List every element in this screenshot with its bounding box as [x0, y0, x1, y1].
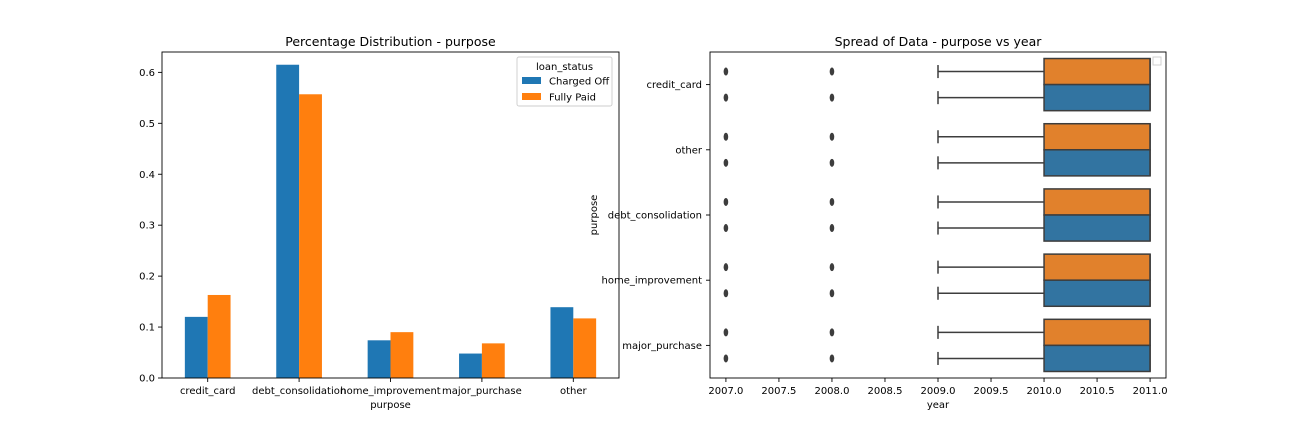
y-tick-label: 0.0: [139, 374, 155, 385]
bar-major-purchase-charged-off: [459, 353, 482, 378]
bar-home-improvement-fully-paid: [390, 332, 414, 378]
x-tick-label: 2008.0: [814, 386, 849, 397]
x-tick-label: 2008.5: [867, 386, 902, 397]
legend-empty: [1152, 56, 1162, 66]
box-home-improvement-1: [1043, 279, 1151, 308]
x-tick-label: 2010.5: [1080, 386, 1115, 397]
x-tick-label: 2009.5: [974, 386, 1009, 397]
outlier-point-debt-consolidation: [723, 224, 729, 233]
x-axis-label: year: [927, 400, 950, 411]
y-tick-label: 0.1: [139, 323, 155, 334]
outlier-point-other: [829, 132, 835, 141]
x-tick-label-major-purchase: major_purchase: [442, 386, 522, 397]
box-plot: Spread of Data - purpose vs year credit_…: [589, 34, 1168, 411]
legend-label-fully-paid: Fully Paid: [549, 93, 596, 104]
x-tick-label: 2010.0: [1027, 386, 1062, 397]
chart-title: Spread of Data - purpose vs year: [835, 34, 1043, 49]
outlier-point-home-improvement: [723, 289, 729, 298]
bar-other-fully-paid: [573, 318, 597, 378]
y-axis: 0.0 0.1 0.2 0.3 0.4 0.5 0.6: [139, 68, 162, 385]
bar-debt-consolidation-fully-paid: [299, 94, 322, 378]
x-tick-label-credit-card: credit_card: [180, 386, 236, 397]
y-tick-label-home-improvement: home_improvement: [602, 276, 703, 287]
y-tick-label-other: other: [675, 145, 703, 156]
legend-label-charged-off: Charged Off: [549, 77, 610, 88]
box-other-1: [1043, 149, 1151, 177]
box-credit-card-1: [1043, 83, 1151, 112]
legend-title: loan_status: [536, 62, 593, 73]
box-debt-consolidation-0: [1043, 188, 1151, 216]
outlier-point-home-improvement: [829, 289, 835, 298]
bar-home-improvement-charged-off: [367, 340, 391, 378]
x-tick-label: 2011.0: [1133, 386, 1168, 397]
bar-debt-consolidation-charged-off: [276, 64, 300, 378]
outlier-point-major-purchase: [723, 328, 729, 337]
box-group: [723, 57, 1151, 373]
x-tick-label-other: other: [560, 386, 588, 397]
y-tick-label-credit-card: credit_card: [647, 80, 703, 91]
outlier-point-credit-card: [723, 93, 729, 102]
legend-swatch-fully-paid: [522, 93, 541, 100]
bar-group: [184, 64, 597, 378]
outlier-point-debt-consolidation: [829, 224, 835, 233]
outlier-point-debt-consolidation: [723, 197, 729, 206]
bar-chart: Percentage Distribution - purpose 0.0 0.1…: [139, 34, 620, 411]
outlier-point-other: [829, 158, 835, 167]
box-home-improvement-0: [1043, 253, 1151, 281]
x-tick-label: 2007.0: [708, 386, 743, 397]
outlier-point-major-purchase: [829, 328, 835, 337]
box-credit-card-0: [1043, 57, 1151, 86]
x-axis: credit_card debt_consolidationhome_improv…: [180, 378, 588, 397]
box-debt-consolidation-1: [1043, 214, 1151, 242]
y-tick-label-major-purchase: major_purchase: [622, 341, 702, 352]
x-tick-label-debt-consolidation: debt_consolidation: [252, 386, 346, 397]
outlier-point-debt-consolidation: [829, 197, 835, 206]
y-tick-label-debt-consolidation: debt_consolidation: [608, 211, 702, 222]
x-tick-label-home-improvement: home_improvement: [340, 386, 441, 397]
outlier-point-home-improvement: [829, 263, 835, 272]
outlier-point-major-purchase: [723, 354, 729, 363]
chart-title: Percentage Distribution - purpose: [285, 34, 496, 49]
y-tick-label: 0.4: [139, 170, 155, 181]
plot-frame: [161, 51, 620, 379]
outlier-point-other: [723, 158, 729, 167]
outlier-point-credit-card: [723, 67, 729, 76]
y-axis-label: purpose: [589, 195, 600, 236]
legend-swatch-charged-off: [522, 77, 541, 84]
box-major-purchase-1: [1043, 344, 1151, 373]
y-tick-label: 0.6: [139, 68, 155, 79]
box-other-0: [1043, 122, 1151, 151]
plot-frame: [709, 51, 1167, 379]
y-tick-label: 0.5: [139, 119, 155, 130]
outlier-point-credit-card: [829, 67, 835, 76]
outlier-point-home-improvement: [723, 263, 729, 272]
bar-major-purchase-fully-paid: [481, 343, 505, 378]
y-tick-label: 0.3: [139, 221, 155, 232]
y-tick-label: 0.2: [139, 272, 155, 283]
outlier-point-major-purchase: [829, 354, 835, 363]
x-tick-label: 2009.0: [921, 386, 956, 397]
bar-other-charged-off: [550, 307, 574, 378]
x-axis: 2007.0 2007.5 2008.0 2008.5 2009.0 2009.5 2010…: [708, 378, 1168, 397]
bar-credit-card-charged-off: [184, 316, 208, 378]
x-tick-label: 2007.5: [761, 386, 796, 397]
bar-credit-card-fully-paid: [207, 294, 231, 378]
outlier-point-credit-card: [829, 93, 835, 102]
outlier-point-other: [723, 132, 729, 141]
x-axis-label: purpose: [370, 400, 411, 411]
legend: loan_status Charged Off Fully Paid: [516, 56, 613, 107]
box-major-purchase-0: [1043, 318, 1151, 347]
